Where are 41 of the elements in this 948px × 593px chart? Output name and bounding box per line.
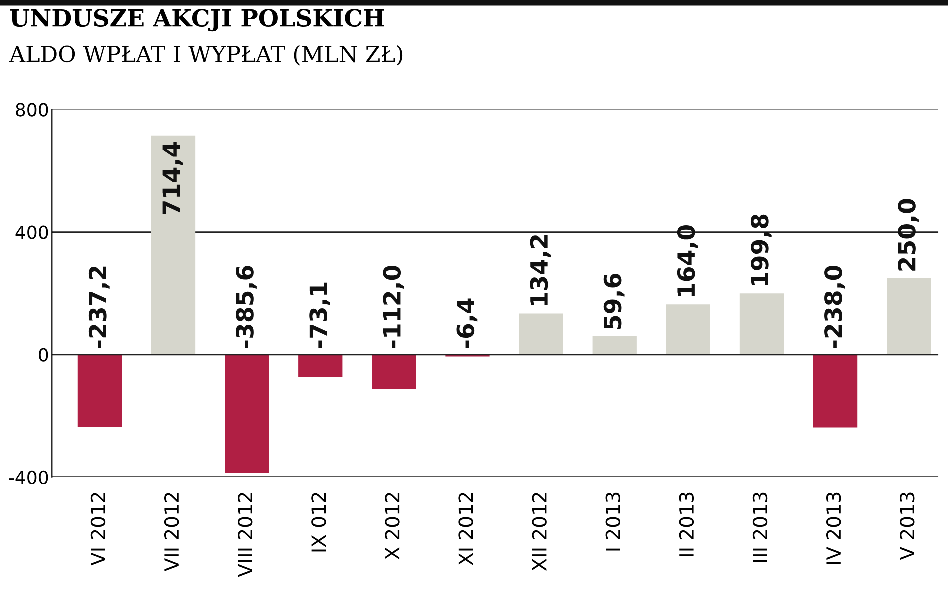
x-tick-label: XII 2012 <box>532 493 547 572</box>
x-tick-label: V 2013 <box>900 492 915 560</box>
data-label: -73,1 <box>310 282 330 348</box>
bar <box>225 354 270 473</box>
y-tick-label: -400 <box>9 470 48 484</box>
chart-title: UNDUSZE AKCJI POLSKICH <box>10 9 384 32</box>
x-tick-label: I 2013 <box>606 492 621 551</box>
data-label: 714,4 <box>162 142 184 215</box>
data-label: 59,6 <box>604 274 625 330</box>
data-label: 250,0 <box>898 199 919 271</box>
x-tick-label: IX 012 <box>312 493 326 552</box>
x-tick-label: VII 2012 <box>164 493 180 572</box>
bar <box>519 314 564 355</box>
x-tick-label: III 2013 <box>752 492 768 562</box>
bar <box>298 354 343 378</box>
data-label: 134,2 <box>530 236 552 306</box>
data-label: -238,0 <box>824 266 846 348</box>
data-label: -237,2 <box>88 266 110 348</box>
bar <box>151 136 196 355</box>
y-tick-label: 0 <box>39 348 48 362</box>
data-label: -6,4 <box>456 298 478 348</box>
bar <box>887 278 932 355</box>
x-tick-label: VIII 2012 <box>238 493 253 578</box>
x-tick-label: VI 2012 <box>90 493 106 566</box>
chart-subtitle: ALDO WPŁAT I WYPŁAT (MLN ZŁ) <box>9 45 403 66</box>
bar <box>372 354 416 390</box>
x-tick-label: II 2013 <box>679 492 694 556</box>
data-label: -112,0 <box>383 266 404 348</box>
bar <box>78 354 122 428</box>
y-tick-label: 400 <box>16 226 48 240</box>
x-tick-label: IV 2013 <box>826 492 842 564</box>
bar <box>592 336 637 355</box>
y-tick-label: 800 <box>16 103 48 117</box>
bar <box>666 304 710 355</box>
data-label: 199,8 <box>750 214 772 286</box>
x-tick-label: XI 2012 <box>458 493 474 566</box>
bar <box>813 354 858 428</box>
data-label: -385,6 <box>236 266 257 348</box>
data-label: 164,0 <box>677 225 698 296</box>
bar <box>740 294 784 355</box>
x-tick-label: X 2012 <box>385 493 400 560</box>
